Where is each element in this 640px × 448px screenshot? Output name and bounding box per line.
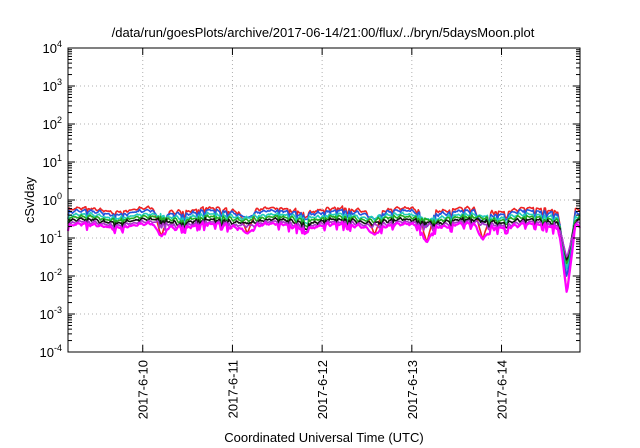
chart-title: /data/run/goesPlots/archive/2017-06-14/2… [112, 25, 535, 40]
x-tick-label: 2017-6-12 [315, 360, 330, 419]
series-line [66, 220, 581, 293]
y-tick-label: 10-2 [40, 267, 62, 284]
grid [68, 48, 580, 352]
y-tick-label: 101 [43, 153, 62, 170]
x-axis: 2017-6-10 2017-6-11 2017-6-12 2017-6-13 2017… [136, 48, 510, 419]
x-tick-label: 2017-6-10 [136, 360, 151, 419]
x-tick-label: 2017-6-13 [405, 360, 420, 419]
y-tick-label: 10-1 [40, 229, 62, 246]
series-group [66, 205, 581, 293]
y-tick-label: 104 [43, 39, 62, 56]
y-tick-label: 100 [43, 191, 62, 208]
x-tick-label: 2017-6-11 [225, 360, 240, 418]
y-tick-label: 102 [43, 115, 62, 132]
y-tick-label: 103 [43, 77, 62, 94]
y-tick-label: 10-4 [40, 343, 62, 360]
y-axis-label: cSv/day [22, 176, 37, 223]
x-axis-label: Coordinated Universal Time (UTC) [224, 430, 423, 445]
y-tick-label: 10-3 [40, 305, 62, 322]
x-tick-label: 2017-6-14 [495, 360, 510, 419]
